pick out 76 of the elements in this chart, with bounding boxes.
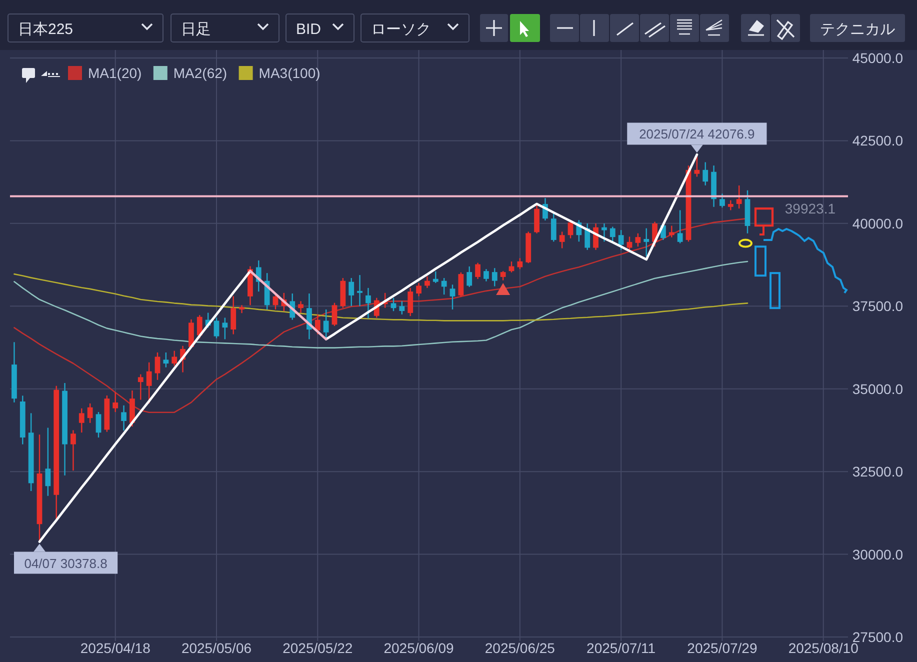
legend-label: MA1(20) [88,65,142,81]
candlestick [450,284,456,310]
candlestick [87,402,93,424]
y-tick-label: 42500.0 [852,132,904,149]
candlestick [357,274,362,307]
text: 日足 [181,21,211,38]
candlestick [45,427,51,496]
candlestick [196,314,202,339]
candlestick [736,184,742,210]
candlestick [466,266,472,288]
candlestick [146,362,152,404]
candlestick [500,270,506,281]
text: ローソク [371,21,431,38]
candlestick [96,411,102,438]
candlestick [390,297,396,312]
x-tick-label: 2025/06/25 [484,640,556,656]
candlestick [668,225,674,238]
candlestick [399,300,405,316]
candlestick [728,200,734,211]
candlestick [432,270,438,284]
candlestick [458,272,464,298]
y-tick-label: 37500.0 [852,298,904,314]
candlestick [550,211,556,242]
text: テクニカル [820,21,895,38]
candlestick [720,193,725,208]
candlestick [121,404,126,432]
y-tick-label: 30000.0 [852,546,904,562]
x-tick-label: 2025/07/29 [687,640,758,656]
annotation: 39923.1 [784,200,836,217]
candlestick [484,268,489,282]
candlestick [416,282,422,297]
legend-label: MA3(100) [258,65,320,81]
candlestick [441,277,447,296]
candlestick [366,287,371,319]
candlestick [424,276,430,289]
text: 日本225 [18,21,74,38]
candlestick [677,210,683,244]
candlestick [492,267,498,287]
candlestick [475,262,480,280]
candlestick [138,374,144,400]
x-tick-label: 2025/04/18 [80,640,151,656]
text: BID [296,21,322,38]
candlestick [610,226,616,242]
line-series [14,260,748,348]
x-tick-label: 2025/05/22 [282,640,353,656]
y-tick-label: 45000.0 [852,50,904,66]
candlestick [508,260,514,273]
candlestick [408,287,414,317]
candlestick [332,302,338,327]
candlestick [348,277,354,307]
candlestick [154,352,160,381]
candlestick [70,430,76,472]
x-tick-label: 2025/05/06 [181,640,252,656]
annotation: 2025/07/24 42076.9 [639,126,755,142]
x-tick-label: 2025/06/09 [384,640,454,656]
candlestick [163,352,169,368]
candlestick [222,317,228,340]
candlestick [230,296,236,335]
candlestick [559,231,565,249]
candlestick [694,154,700,178]
candlestick [172,350,178,366]
candlestick [298,300,304,314]
annotation: 04/07 30378.8 [24,556,108,571]
candlestick [517,258,523,270]
y-tick-label: 32500.0 [852,464,904,480]
legend-label: MA2(62) [173,65,228,81]
candlestick [618,229,624,250]
candlestick [112,392,118,413]
candlestick [78,408,84,434]
candlestick [635,232,641,248]
x-tick-label: 2025/07/11 [586,640,656,656]
y-tick-label: 35000.0 [852,380,904,397]
candlestick [644,228,650,258]
candlestick [214,317,220,339]
candlestick [702,162,708,186]
y-tick-label: 40000.0 [852,215,904,232]
